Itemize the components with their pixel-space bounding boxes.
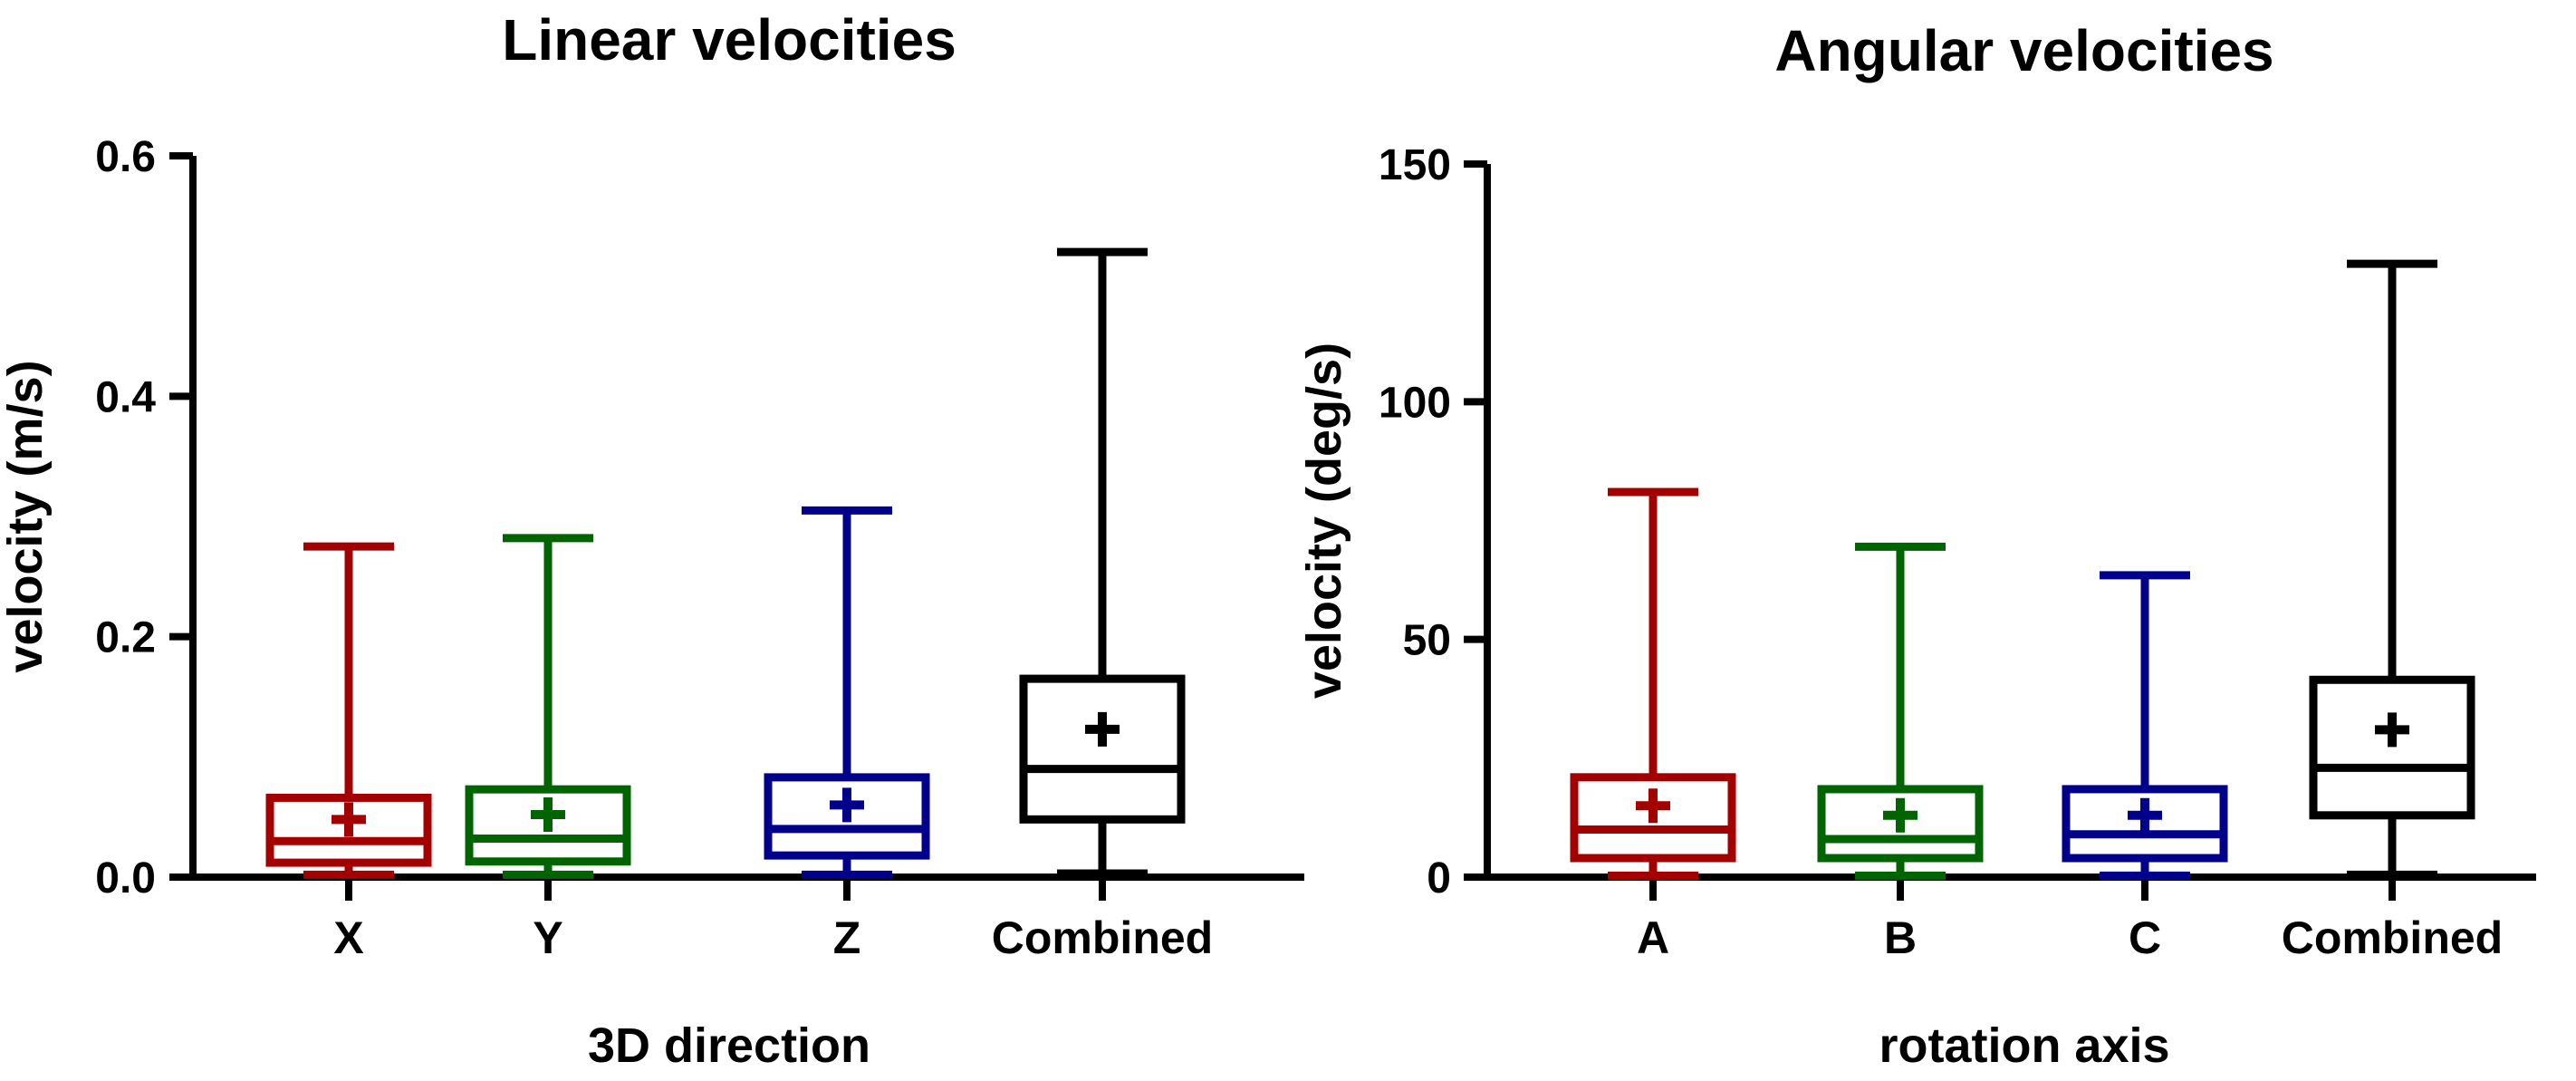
y-axis-label: velocity (deg/s): [1297, 343, 1351, 699]
box-x: X: [265, 542, 432, 963]
y-tick-label: 100: [1379, 379, 1451, 427]
x-category-label: Combined: [992, 912, 1213, 963]
chart-panel-2: Angular velocities 0 50 100 150 velocity (deg…: [1297, 18, 2536, 1073]
x-category-label: Combined: [2282, 912, 2503, 963]
y-axis-label: velocity (m/s): [0, 360, 53, 672]
y-tick-label: 0.2: [95, 614, 156, 662]
x-category-label: C: [2129, 912, 2161, 963]
box-a: A: [1570, 487, 1736, 963]
x-category-label: Z: [833, 912, 861, 963]
x-category-label: X: [333, 912, 363, 963]
box-c: C: [2062, 571, 2228, 963]
iqr-box: [2309, 675, 2475, 820]
box-combined: Combined: [2282, 259, 2503, 963]
box-combined: Combined: [992, 247, 1213, 963]
y-tick-label: 0.4: [95, 373, 156, 421]
iqr-box: [1019, 674, 1186, 824]
y-tick-label: 0.6: [95, 133, 156, 181]
box-y: Y: [465, 534, 631, 963]
box-z: Z: [764, 506, 930, 963]
chart-title: Linear velocities: [502, 7, 956, 72]
y-tick-label: 0.0: [95, 854, 156, 902]
box-b: B: [1817, 542, 1984, 963]
x-category-label: Y: [533, 912, 562, 963]
x-category-label: B: [1884, 912, 1917, 963]
x-axis-label: 3D direction: [588, 1018, 870, 1073]
chart-title: Angular velocities: [1774, 18, 2273, 83]
y-tick-label: 0: [1427, 854, 1451, 902]
y-tick-label: 50: [1403, 617, 1451, 665]
chart-panel-1: Linear velocities 0.0 0.2 0.4 0.6 velocity (m…: [0, 7, 1304, 1073]
x-category-label: A: [1637, 912, 1669, 963]
y-tick-label: 150: [1379, 141, 1451, 189]
x-axis-label: rotation axis: [1879, 1018, 2169, 1073]
